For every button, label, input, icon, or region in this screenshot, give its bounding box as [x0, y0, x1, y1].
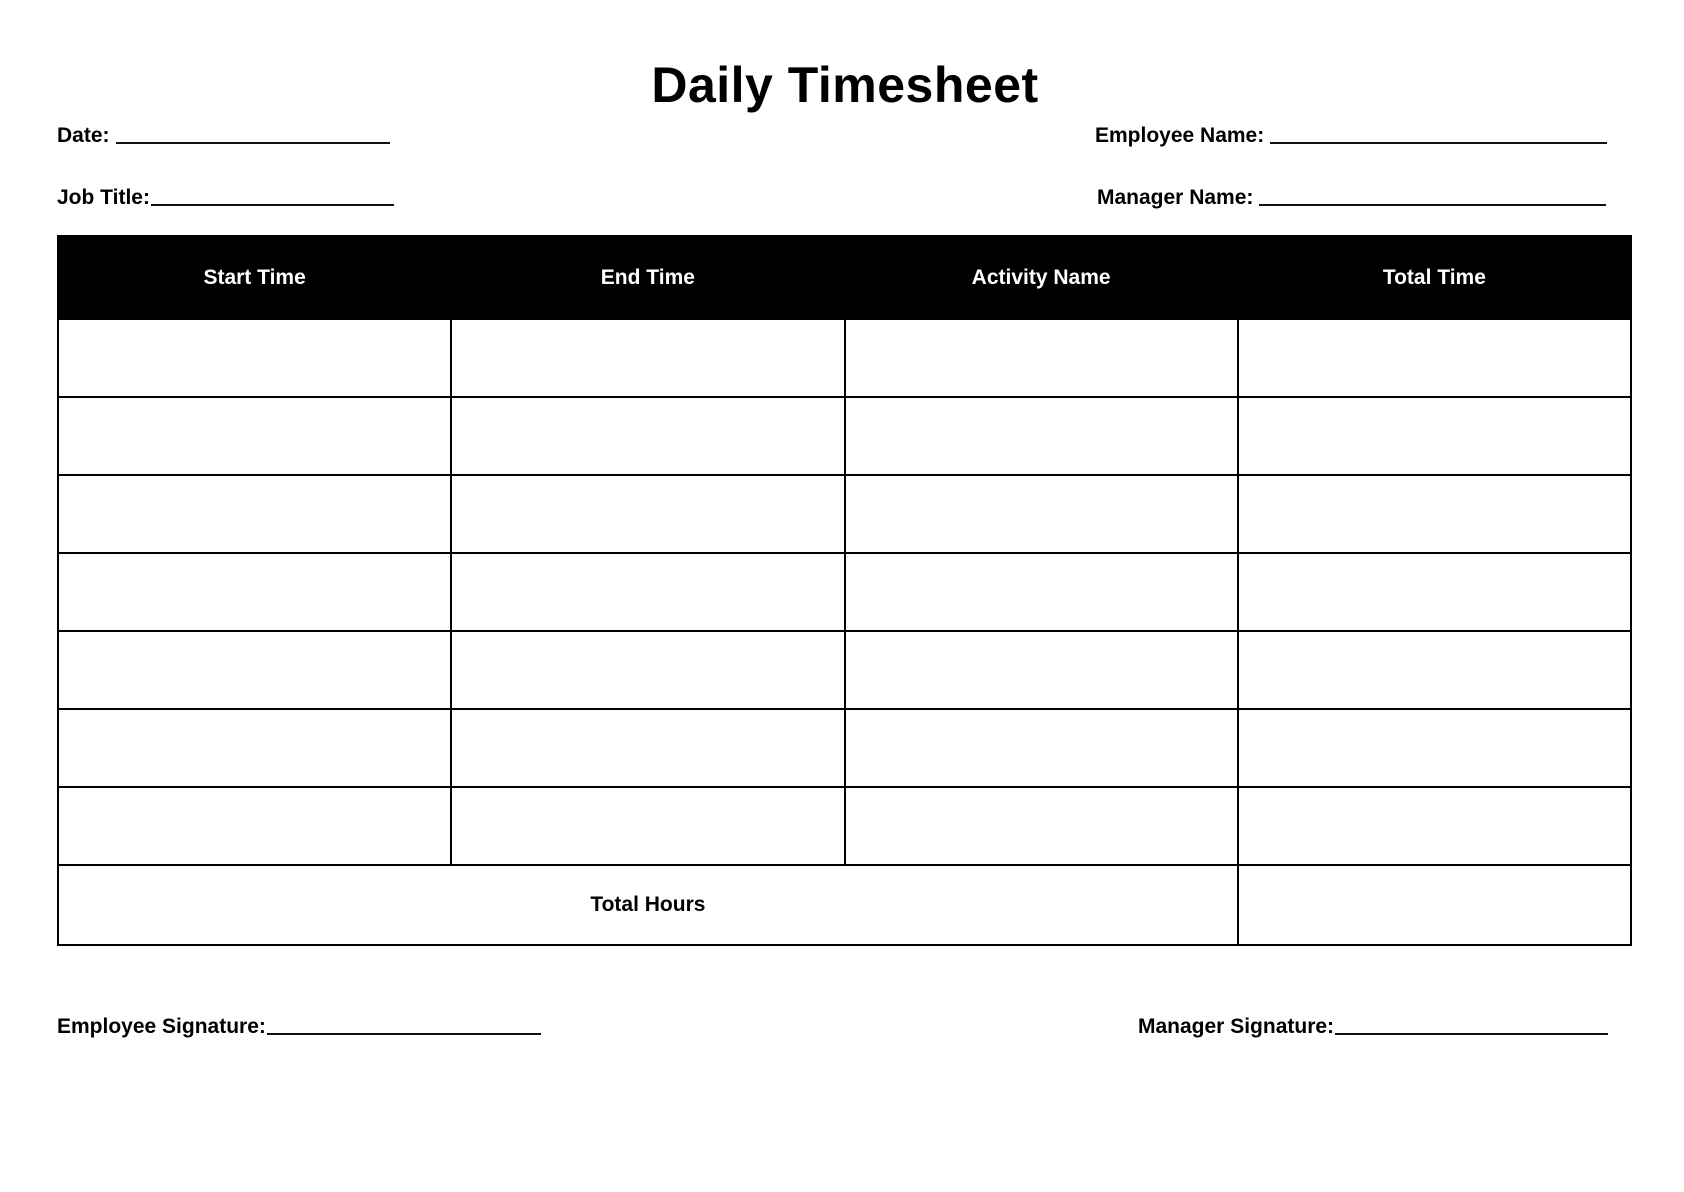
manager-signature-label: Manager Signature: — [1138, 1015, 1335, 1038]
cell-start-time[interactable] — [56, 552, 453, 632]
cell-end-time[interactable] — [450, 474, 846, 554]
cell-total-time[interactable] — [1236, 396, 1633, 476]
date-field[interactable]: Date: — [57, 124, 390, 148]
cell-end-time[interactable] — [450, 630, 846, 710]
manager-name-field[interactable]: Manager Name: — [1097, 186, 1607, 210]
cell-end-time[interactable] — [450, 786, 846, 866]
table-header-row: Start Time End Time Activity Name Total … — [56, 235, 1633, 320]
cell-start-time[interactable] — [56, 474, 453, 554]
employee-name-label: Employee Name: — [1095, 124, 1265, 147]
manager-name-label: Manager Name: — [1097, 186, 1254, 209]
cell-start-time[interactable] — [56, 396, 453, 476]
page-title: Daily Timesheet — [651, 57, 1039, 113]
employee-signature-line[interactable] — [266, 1033, 541, 1035]
column-header-start-time: Start Time — [56, 235, 453, 320]
cell-start-time[interactable] — [56, 318, 453, 398]
employee-signature-field[interactable]: Employee Signature: — [57, 1015, 541, 1039]
cell-total-time[interactable] — [1236, 474, 1633, 554]
column-header-activity-name: Activity Name — [843, 235, 1239, 320]
table-row — [56, 474, 1633, 554]
cell-end-time[interactable] — [450, 318, 846, 398]
employee-name-input-line[interactable] — [1270, 142, 1608, 144]
table-row — [56, 708, 1633, 788]
cell-activity-name[interactable] — [843, 552, 1239, 632]
table-row — [56, 630, 1633, 710]
table-row — [56, 396, 1633, 476]
date-label: Date: — [57, 124, 110, 147]
table-row — [56, 318, 1633, 398]
date-input-line[interactable] — [115, 142, 390, 144]
cell-activity-name[interactable] — [843, 630, 1239, 710]
cell-start-time[interactable] — [56, 786, 453, 866]
cell-activity-name[interactable] — [843, 786, 1239, 866]
total-hours-row: Total Hours — [57, 864, 1633, 946]
cell-total-time[interactable] — [1236, 786, 1633, 866]
table-row — [56, 552, 1633, 632]
cell-activity-name[interactable] — [843, 318, 1239, 398]
cell-end-time[interactable] — [450, 552, 846, 632]
job-title-field[interactable]: Job Title: — [57, 186, 394, 210]
manager-name-input-line[interactable] — [1259, 204, 1607, 206]
cell-start-time[interactable] — [56, 630, 453, 710]
manager-signature-line[interactable] — [1335, 1033, 1609, 1035]
table-row — [56, 786, 1633, 866]
cell-total-time[interactable] — [1236, 630, 1633, 710]
column-header-end-time: End Time — [450, 235, 846, 320]
total-hours-label: Total Hours — [57, 864, 1239, 946]
cell-total-time[interactable] — [1236, 708, 1633, 788]
cell-end-time[interactable] — [450, 708, 846, 788]
cell-activity-name[interactable] — [843, 474, 1239, 554]
employee-name-field[interactable]: Employee Name: — [1095, 124, 1608, 148]
cell-start-time[interactable] — [56, 708, 453, 788]
employee-signature-label: Employee Signature: — [57, 1015, 266, 1038]
cell-activity-name[interactable] — [843, 396, 1239, 476]
manager-signature-field[interactable]: Manager Signature: — [1138, 1015, 1609, 1039]
column-header-total-time: Total Time — [1236, 235, 1633, 320]
timesheet-table: Start Time End Time Activity Name Total … — [56, 235, 1633, 946]
cell-total-time[interactable] — [1236, 552, 1633, 632]
job-title-input-line[interactable] — [150, 204, 394, 206]
cell-end-time[interactable] — [450, 396, 846, 476]
total-hours-value[interactable] — [1236, 864, 1633, 946]
job-title-label: Job Title: — [57, 186, 150, 209]
cell-total-time[interactable] — [1236, 318, 1633, 398]
cell-activity-name[interactable] — [843, 708, 1239, 788]
